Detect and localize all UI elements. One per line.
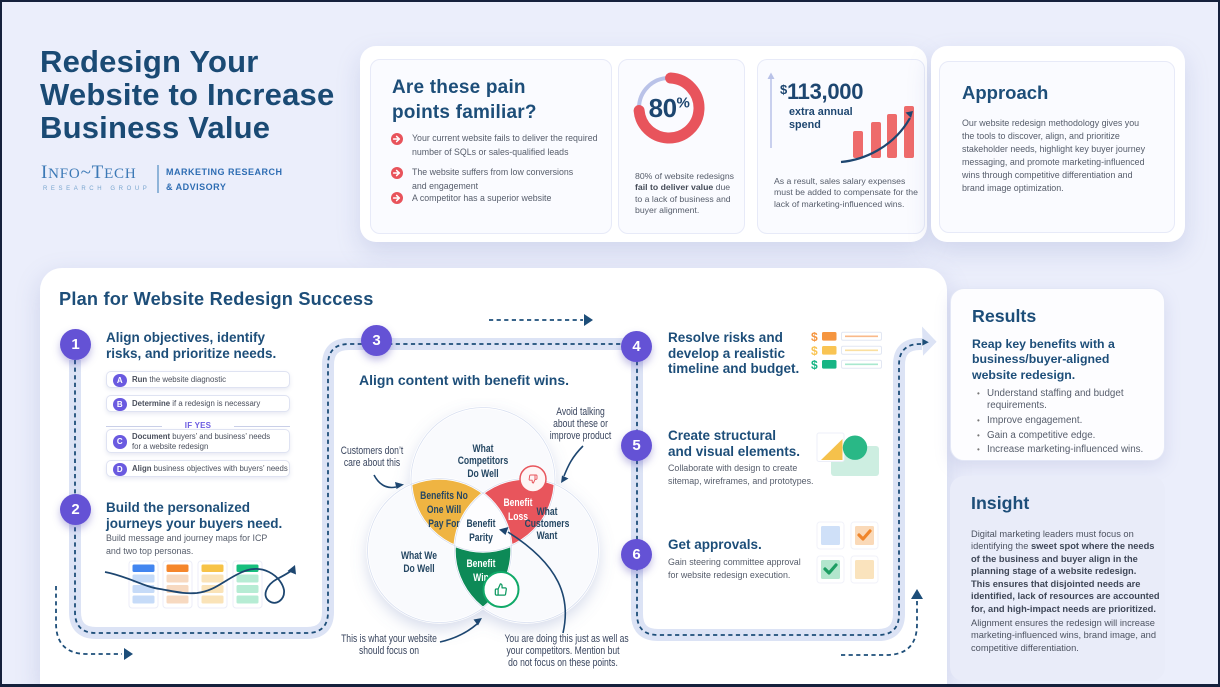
svg-text:Do Well: Do Well bbox=[403, 563, 435, 575]
svg-text:Do Well: Do Well bbox=[467, 468, 499, 480]
svg-text:One Will: One Will bbox=[427, 504, 461, 516]
svg-text:Pay For: Pay For bbox=[428, 518, 460, 530]
svg-text:$: $ bbox=[811, 330, 818, 344]
svg-text:$: $ bbox=[811, 344, 818, 358]
svg-text:Benefits No: Benefits No bbox=[420, 490, 468, 502]
svg-text:What: What bbox=[473, 443, 495, 455]
svg-text:Parity: Parity bbox=[469, 532, 493, 544]
svg-text:Want: Want bbox=[537, 530, 558, 542]
svg-text:Competitors: Competitors bbox=[458, 455, 509, 467]
svg-text:Customers: Customers bbox=[525, 518, 570, 530]
svg-text:Benefit: Benefit bbox=[466, 558, 496, 570]
svg-text:What We: What We bbox=[401, 550, 437, 562]
svg-text:$: $ bbox=[811, 358, 818, 372]
svg-text:Benefit: Benefit bbox=[503, 497, 533, 509]
svg-text:Loss: Loss bbox=[508, 511, 528, 523]
svg-text:Benefit: Benefit bbox=[466, 518, 496, 530]
svg-text:What: What bbox=[537, 506, 559, 518]
